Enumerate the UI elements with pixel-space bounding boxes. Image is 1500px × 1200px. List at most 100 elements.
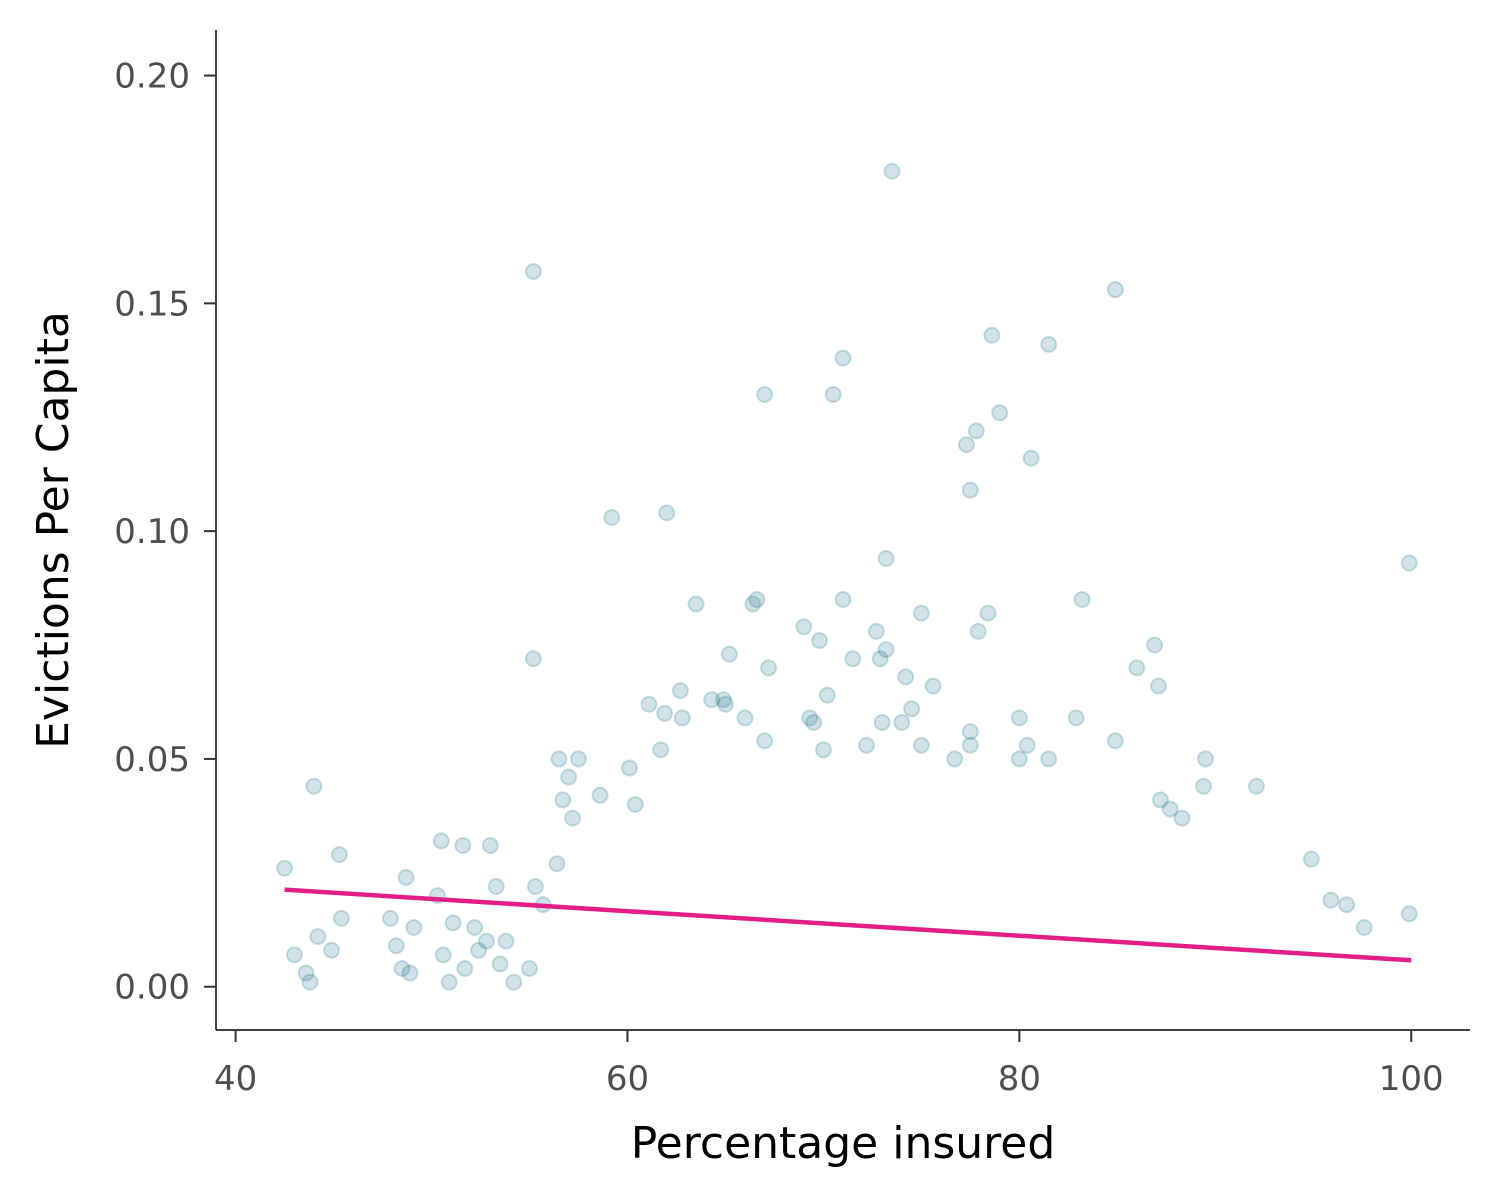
data-point [323,941,341,959]
data-point [560,768,578,786]
data-point [824,385,842,403]
data-point [1106,281,1124,299]
data-point [1195,777,1213,795]
data-point [466,918,484,936]
data-point [1146,636,1164,654]
data-point [814,741,832,759]
data-point [961,723,979,741]
data-point [444,914,462,932]
data-point [481,836,499,854]
data-point [716,695,734,713]
data-point [652,741,670,759]
data-point [620,759,638,777]
data-point [912,736,930,754]
data-point [1173,809,1191,827]
data-point [297,964,315,982]
data-point [844,650,862,668]
data-point [795,618,813,636]
x-axis-title: Percentage insured [631,1118,1056,1169]
data-point [305,777,323,795]
data-point [834,590,852,608]
data-point [834,349,852,367]
y-tick-label: 0.20 [114,57,190,97]
data-point [703,691,721,709]
data-point [903,700,921,718]
data-point [1067,709,1085,727]
data-point [810,631,828,649]
data-point [640,695,658,713]
data-point [912,604,930,622]
data-point [818,686,836,704]
data-point [405,918,423,936]
data-point [756,385,774,403]
data-point [505,973,523,991]
data-point [983,326,1001,344]
data-point [877,549,895,567]
y-tick-label: 0.00 [114,968,190,1008]
data-point [491,955,509,973]
data-point [877,641,895,659]
data-point [301,973,319,991]
data-point [332,909,350,927]
data-point [801,709,819,727]
data-point [497,932,515,950]
points-layer [276,162,1418,991]
data-point [1149,677,1167,695]
data-point [524,650,542,668]
axes-layer: 0.00 0.05 0.10 0.15 0.20 40 60 80 100 [114,30,1470,1099]
data-point [554,791,572,809]
data-point [1018,736,1036,754]
data-point [897,668,915,686]
data-point [748,590,766,608]
data-point [1040,750,1058,768]
data-point [381,909,399,927]
data-point [1355,918,1373,936]
data-point [1073,590,1091,608]
data-point [550,750,568,768]
x-tick-label: 60 [606,1059,649,1099]
data-point [957,436,975,454]
data-point [1040,335,1058,353]
data-point [440,973,458,991]
data-point [805,713,823,731]
data-point [276,859,294,877]
x-tick-label: 40 [214,1059,257,1099]
data-point [756,732,774,750]
data-point [526,877,544,895]
data-point [1010,709,1028,727]
x-tick-label: 80 [998,1059,1041,1099]
data-point [569,750,587,768]
data-point [434,946,452,964]
data-point [387,937,405,955]
data-point [456,959,474,977]
data-point [961,481,979,499]
data-point [858,736,876,754]
data-point [671,682,689,700]
data-point [1400,905,1418,923]
data-point [524,262,542,280]
data-point [1161,800,1179,818]
data-point [1151,791,1169,809]
data-point [397,868,415,886]
x-tick-label: 100 [1379,1059,1444,1099]
data-point [969,622,987,640]
data-point [687,595,705,613]
data-point [760,659,778,677]
data-point [946,750,964,768]
data-point [1322,891,1340,909]
data-point [1022,449,1040,467]
data-point [1106,732,1124,750]
data-point [1247,777,1265,795]
data-point [656,704,674,722]
data-point [658,504,676,522]
data-point [487,877,505,895]
data-point [1400,554,1418,572]
data-point [454,836,472,854]
data-point [477,932,495,950]
data-point [432,832,450,850]
data-point [924,677,942,695]
data-point [1128,659,1146,677]
data-point [603,508,621,526]
y-tick-label: 0.10 [114,512,190,552]
